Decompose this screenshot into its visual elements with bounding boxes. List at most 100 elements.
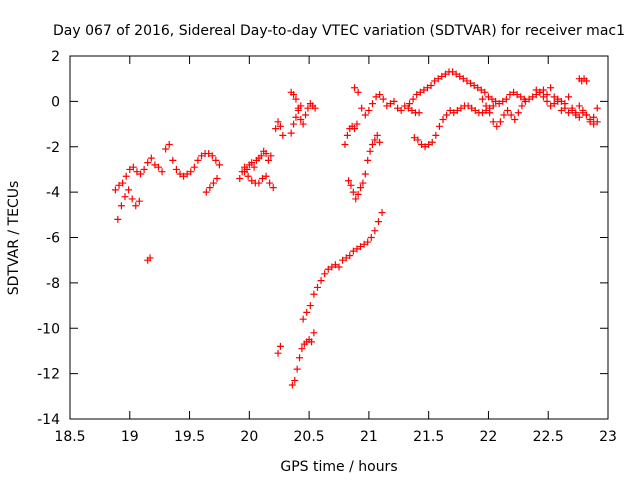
data-point [453,106,461,114]
data-point [272,125,280,133]
data-point [427,81,435,89]
series-group [410,102,497,151]
data-point [303,308,311,316]
data-point [406,100,414,108]
data-point [376,91,384,99]
data-point [463,77,471,85]
data-point [255,179,263,187]
series-group [144,254,154,264]
data-point [470,81,478,89]
data-point [190,163,198,171]
data-point [293,365,301,373]
data-point [299,120,307,128]
data-point [467,79,475,87]
data-point [368,100,376,108]
data-point [582,77,590,85]
x-axis-label: GPS time / hours [280,459,397,475]
data-point [354,190,362,198]
data-point [493,122,501,130]
data-point [547,102,555,110]
data-point [274,349,282,357]
data-point [212,156,220,164]
data-point [359,179,367,187]
data-point [579,106,587,114]
data-point [358,104,366,112]
y-tick-label: 0 [51,94,60,110]
data-point [364,238,372,246]
data-point [488,95,496,103]
data-point [474,84,482,92]
data-point [198,152,206,160]
y-axis-label: SDTVAR / TECUs [6,181,22,296]
data-point [416,88,424,96]
data-point [443,111,451,119]
series-group [299,209,386,323]
data-point [264,156,272,164]
data-point [306,302,314,310]
data-point [290,91,298,99]
data-point [459,75,467,83]
data-point [349,188,357,196]
data-point [310,290,318,298]
data-point [121,193,129,201]
data-point [561,100,569,108]
data-point [279,131,287,139]
data-point [368,140,376,148]
data-point [269,184,277,192]
data-point [543,91,551,99]
data-point [499,97,507,105]
data-point [457,104,465,112]
data-point [434,75,442,83]
data-point [250,163,258,171]
data-point [410,134,418,142]
data-point [202,188,210,196]
series-group [111,140,223,194]
data-point [119,179,127,187]
data-point [517,93,525,101]
data-point [236,175,244,183]
data-point [132,202,140,210]
data-point [565,93,573,101]
x-tick-label: 19 [121,429,139,445]
data-point [586,118,594,126]
data-point [248,177,256,185]
data-point [371,136,379,144]
data-point [456,72,464,80]
series-group [236,147,275,183]
data-point [347,181,355,189]
series-group [478,88,601,130]
data-point [343,131,351,139]
data-point [514,109,522,117]
data-point [133,168,141,176]
series-group [287,88,319,128]
data-point [342,254,350,262]
data-point [507,111,515,119]
data-point [304,104,312,112]
data-point [575,113,583,121]
data-point [423,84,431,92]
data-point [593,118,601,126]
data-point [539,93,547,101]
data-point [522,97,530,105]
data-point [489,118,497,126]
data-point [408,106,416,114]
data-point [372,93,380,101]
data-point [401,102,409,110]
data-point [390,97,398,105]
plot-frame-group [69,55,609,420]
data-point [345,177,353,185]
data-point [513,91,521,99]
data-point [176,170,184,178]
data-point [351,84,359,92]
x-tick-label: 18.5 [54,429,85,445]
series-group [241,168,277,192]
data-point [420,86,428,94]
data-point [180,172,188,180]
data-point [349,247,357,255]
data-point [376,138,384,146]
data-point [292,95,300,103]
y-tick-label: 2 [51,49,60,65]
data-point [311,104,319,112]
x-tick-label: 21.5 [413,429,444,445]
data-point [495,100,503,108]
